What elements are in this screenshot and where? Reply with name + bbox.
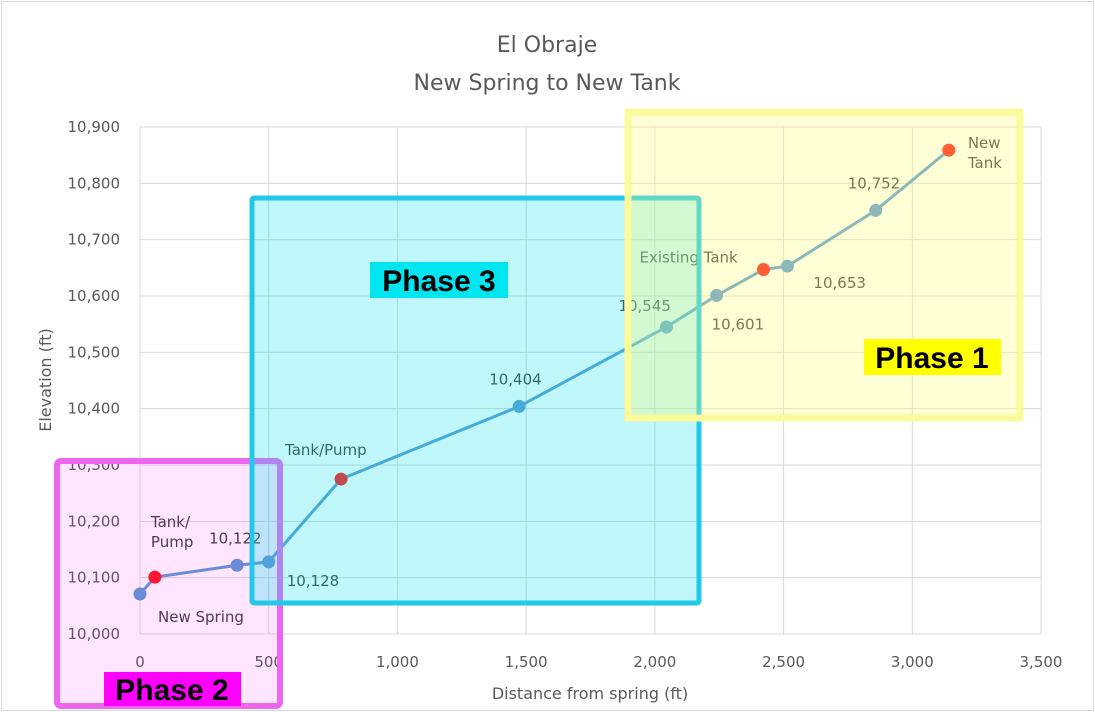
x-tick-label: 2,500 bbox=[762, 653, 805, 671]
y-tick-label: 10,900 bbox=[68, 118, 121, 136]
y-tick-label: 10,100 bbox=[68, 569, 121, 587]
data-label: 10,601 bbox=[712, 315, 765, 333]
data-label: Tank/Pump bbox=[150, 513, 193, 551]
phase-3-region bbox=[249, 195, 702, 606]
y-tick-label: 10,800 bbox=[68, 174, 121, 192]
phase-3-label: Phase 3 bbox=[382, 265, 495, 298]
facility-marker bbox=[148, 570, 162, 584]
phase-2-label-bg bbox=[104, 672, 241, 706]
y-tick-label: 10,200 bbox=[68, 512, 121, 530]
facility-marker bbox=[942, 143, 956, 157]
data-label: Tank/Pump bbox=[284, 441, 367, 459]
phase-1-label: Phase 1 bbox=[875, 342, 988, 375]
data-label: 10,128 bbox=[287, 572, 340, 590]
data-label: 10,545 bbox=[618, 297, 671, 315]
x-tick-label: 1,500 bbox=[505, 653, 548, 671]
x-tick-label: 0 bbox=[135, 653, 145, 671]
data-point bbox=[512, 399, 526, 413]
facility-marker bbox=[756, 263, 770, 277]
x-tick-label: 3,000 bbox=[891, 653, 934, 671]
phase-2-region bbox=[54, 458, 283, 709]
data-label: 10,404 bbox=[489, 370, 541, 388]
x-tick-label: 500 bbox=[254, 653, 283, 671]
x-axis-ticks: 0 500 1,000 1,500 2,000 2,500 3,000 3,500 bbox=[135, 653, 1062, 671]
y-tick-label: 10,500 bbox=[68, 343, 121, 361]
y-tick-label: 10,700 bbox=[68, 231, 121, 249]
chart-subtitle: New Spring to New Tank bbox=[414, 71, 681, 96]
data-label: New Spring bbox=[158, 608, 244, 626]
series-line bbox=[138, 148, 950, 595]
phase-1-label-bg bbox=[864, 339, 1001, 375]
data-label: 10,122 bbox=[209, 529, 262, 547]
phase-3-label-bg bbox=[370, 262, 508, 298]
y-axis-ticks: 10,00010,10010,20010,30010,40010,50010,6… bbox=[68, 118, 121, 643]
y-tick-label: 10,600 bbox=[68, 287, 121, 305]
data-point bbox=[133, 587, 147, 601]
phase-2-label: Phase 2 bbox=[115, 674, 228, 707]
x-tick-label: 2,000 bbox=[633, 653, 676, 671]
data-label: Existing Tank bbox=[639, 249, 738, 267]
data-point bbox=[869, 203, 883, 217]
data-label: 10,653 bbox=[813, 274, 866, 292]
x-tick-label: 3,500 bbox=[1020, 653, 1063, 671]
data-labels: New Spring Tank/Pump 10,122 10,128 Tank/Pump… bbox=[150, 134, 1002, 626]
y-axis-label: Elevation (ft) bbox=[36, 328, 55, 432]
data-point bbox=[230, 558, 244, 572]
facility-marker bbox=[334, 472, 348, 486]
elevation-series bbox=[133, 143, 956, 601]
x-axis-label: Distance from spring (ft) bbox=[492, 684, 688, 703]
data-point bbox=[262, 555, 276, 569]
data-point bbox=[659, 320, 673, 334]
chart-title: El Obraje bbox=[497, 33, 597, 58]
data-point bbox=[780, 259, 794, 273]
x-tick-label: 1,000 bbox=[376, 653, 419, 671]
y-tick-label: 10,000 bbox=[68, 625, 121, 643]
y-tick-label: 10,400 bbox=[68, 400, 121, 418]
data-point bbox=[710, 288, 724, 302]
data-label: 10,752 bbox=[848, 174, 901, 192]
